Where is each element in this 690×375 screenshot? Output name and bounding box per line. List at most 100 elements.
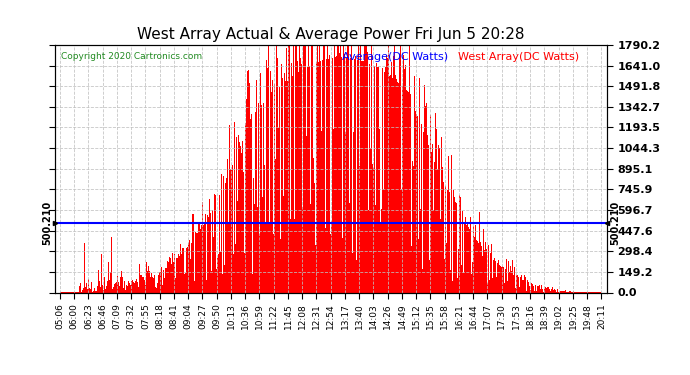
Bar [569, 291, 570, 292]
Bar [426, 103, 427, 292]
Bar [561, 291, 562, 292]
Bar [502, 266, 503, 292]
Bar [421, 124, 422, 292]
Bar [352, 253, 353, 292]
Bar [385, 67, 386, 292]
Bar [245, 123, 246, 292]
Bar [87, 289, 88, 292]
Bar [312, 45, 313, 292]
Bar [287, 81, 288, 292]
Bar [332, 58, 333, 292]
Bar [265, 222, 266, 292]
Bar [416, 114, 417, 292]
Bar [493, 260, 495, 292]
Bar [195, 233, 197, 292]
Bar [417, 116, 418, 292]
Bar [221, 174, 222, 292]
Bar [233, 254, 234, 292]
Bar [284, 72, 285, 292]
Bar [155, 287, 156, 292]
Bar [191, 243, 192, 292]
Bar [401, 189, 402, 292]
Bar [368, 64, 370, 292]
Bar [205, 214, 206, 292]
Bar [516, 274, 518, 292]
Bar [405, 65, 406, 292]
Bar [380, 224, 381, 292]
Bar [240, 146, 241, 292]
Bar [202, 202, 203, 292]
Bar [468, 226, 469, 292]
Bar [145, 285, 146, 292]
Bar [433, 129, 435, 292]
Bar [361, 61, 362, 292]
Bar [185, 273, 186, 292]
Bar [406, 90, 407, 292]
Bar [200, 229, 201, 292]
Bar [210, 213, 211, 292]
Bar [488, 245, 489, 292]
Bar [203, 225, 204, 292]
Bar [551, 289, 553, 292]
Bar [435, 112, 436, 292]
Bar [404, 69, 405, 292]
Bar [262, 197, 263, 292]
Bar [555, 290, 556, 292]
Bar [347, 45, 348, 292]
Bar [450, 270, 451, 292]
Bar [79, 286, 81, 292]
Bar [441, 137, 442, 292]
Bar [99, 281, 101, 292]
Bar [229, 126, 230, 292]
Bar [476, 240, 477, 292]
Bar [209, 198, 210, 292]
Bar [563, 291, 564, 292]
Bar [370, 148, 371, 292]
Bar [92, 291, 94, 292]
Bar [108, 262, 109, 292]
Bar [166, 268, 167, 292]
Bar [318, 62, 319, 292]
Bar [182, 249, 184, 292]
Bar [214, 194, 215, 292]
Bar [107, 280, 108, 292]
Bar [353, 59, 355, 292]
Bar [496, 277, 497, 292]
Bar [132, 282, 134, 292]
Bar [263, 103, 264, 292]
Bar [134, 284, 135, 292]
Bar [443, 182, 444, 292]
Bar [137, 282, 139, 292]
Bar [257, 207, 258, 292]
Bar [438, 146, 440, 292]
Bar [403, 56, 404, 292]
Bar [150, 277, 151, 292]
Bar [457, 279, 458, 292]
Bar [341, 57, 342, 292]
Bar [181, 254, 182, 292]
Bar [465, 217, 466, 292]
Bar [249, 83, 250, 292]
Bar [116, 282, 117, 292]
Bar [319, 45, 320, 292]
Bar [395, 75, 396, 292]
Bar [259, 234, 260, 292]
Bar [467, 222, 468, 292]
Bar [303, 45, 304, 292]
Bar [285, 81, 286, 292]
Bar [510, 266, 511, 292]
Bar [223, 176, 224, 292]
Bar [170, 258, 171, 292]
Bar [135, 281, 136, 292]
Bar [491, 278, 493, 292]
Bar [530, 290, 531, 292]
Bar [366, 45, 367, 292]
Bar [424, 85, 425, 292]
Bar [350, 58, 351, 292]
Bar [322, 60, 323, 292]
Bar [475, 225, 476, 292]
Bar [234, 122, 235, 292]
Bar [471, 262, 473, 292]
Bar [431, 152, 432, 292]
Bar [359, 166, 360, 292]
